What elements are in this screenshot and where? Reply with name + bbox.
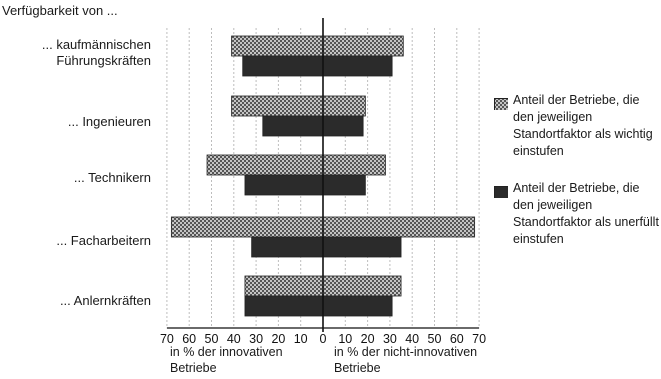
x-tick-label: 0 xyxy=(320,332,327,346)
x-tick-label: 10 xyxy=(338,332,352,346)
bar-non-innovative-unerfuellt xyxy=(322,115,364,137)
x-tick-label: 40 xyxy=(405,332,419,346)
bar-innovative-wichtig xyxy=(231,35,324,57)
bar-innovative-unerfuellt xyxy=(262,115,324,137)
x-tick-label: 60 xyxy=(182,332,196,346)
x-tick-label: 70 xyxy=(160,332,174,346)
bar-non-innovative-wichtig xyxy=(322,216,476,238)
bars xyxy=(170,35,476,317)
category-label: ... Technikern xyxy=(73,170,151,185)
bar-innovative-unerfuellt xyxy=(244,174,324,196)
bar-innovative-unerfuellt xyxy=(251,236,324,258)
x-tick-label: 30 xyxy=(383,332,397,346)
bar-non-innovative-wichtig xyxy=(322,35,404,57)
bar-innovative-wichtig xyxy=(231,95,324,117)
bar-innovative-wichtig xyxy=(244,275,324,297)
legend-label-wichtig: Anteil der Betriebe, die den jeweiligen … xyxy=(513,93,653,158)
x-tick-label: 20 xyxy=(361,332,375,346)
chart-title: Verfügbarkeit von ... xyxy=(2,3,118,18)
bar-innovative-wichtig xyxy=(170,216,324,238)
left-axis-label: in % der innovativen Betriebe xyxy=(170,345,283,375)
bar-innovative-unerfuellt xyxy=(242,55,324,77)
category-label: ... Facharbeitern xyxy=(56,233,151,248)
legend-label-unerfuellt: Anteil der Betriebe, die den jeweiligen … xyxy=(513,181,659,246)
category-label: ... Ingenieuren xyxy=(67,114,151,129)
legend-swatch-checkered xyxy=(494,98,508,110)
right-axis-label: in % der nicht-innovativen Betriebe xyxy=(334,345,478,375)
x-tick-label: 10 xyxy=(294,332,308,346)
tick-labels: 70 60 50 40 30 20 10 0 10 20 30 40 50 60 70 xyxy=(160,332,486,346)
x-tick-label: 50 xyxy=(205,332,219,346)
x-tick-label: 60 xyxy=(450,332,464,346)
bar-non-innovative-unerfuellt xyxy=(322,174,366,196)
bar-innovative-wichtig xyxy=(206,154,324,176)
category-label: ... kaufmännischen Führungskräften xyxy=(41,37,151,68)
bar-non-innovative-wichtig xyxy=(322,95,366,117)
bar-non-innovative-unerfuellt xyxy=(322,236,402,258)
x-tick-label: 30 xyxy=(249,332,263,346)
bar-non-innovative-unerfuellt xyxy=(322,295,393,317)
x-tick-label: 20 xyxy=(271,332,285,346)
x-tick-label: 40 xyxy=(227,332,241,346)
bar-non-innovative-wichtig xyxy=(322,154,386,176)
x-tick-label: 70 xyxy=(472,332,486,346)
bar-non-innovative-wichtig xyxy=(322,275,402,297)
legend-swatch-solid xyxy=(494,186,508,198)
axes xyxy=(166,18,480,332)
category-label: ... Anlernkräften xyxy=(59,293,151,308)
bar-innovative-unerfuellt xyxy=(244,295,324,317)
bar-non-innovative-unerfuellt xyxy=(322,55,393,77)
x-tick-label: 50 xyxy=(428,332,442,346)
